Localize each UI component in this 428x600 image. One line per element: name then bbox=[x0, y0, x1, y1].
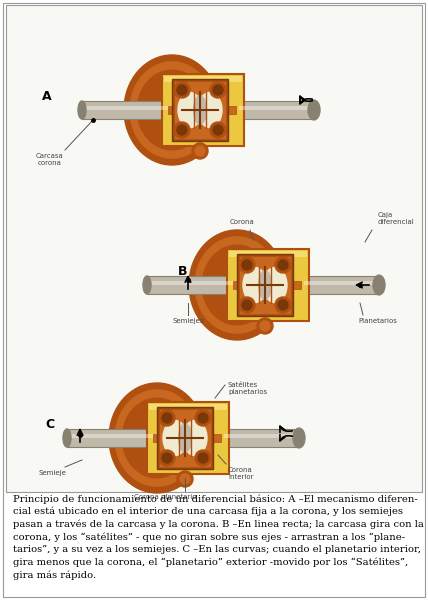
Circle shape bbox=[213, 85, 223, 95]
FancyBboxPatch shape bbox=[239, 101, 314, 119]
FancyBboxPatch shape bbox=[6, 5, 422, 492]
Ellipse shape bbox=[293, 428, 305, 448]
Circle shape bbox=[198, 453, 208, 463]
FancyBboxPatch shape bbox=[227, 249, 309, 321]
Circle shape bbox=[195, 146, 205, 156]
Ellipse shape bbox=[243, 268, 267, 302]
Ellipse shape bbox=[259, 271, 271, 299]
FancyBboxPatch shape bbox=[304, 280, 379, 285]
FancyBboxPatch shape bbox=[233, 281, 241, 289]
Circle shape bbox=[177, 471, 193, 487]
Circle shape bbox=[162, 413, 172, 423]
FancyBboxPatch shape bbox=[224, 429, 299, 447]
FancyBboxPatch shape bbox=[82, 101, 172, 119]
Circle shape bbox=[210, 82, 226, 98]
Ellipse shape bbox=[178, 92, 202, 128]
Ellipse shape bbox=[193, 95, 206, 124]
Ellipse shape bbox=[143, 276, 151, 294]
Ellipse shape bbox=[109, 383, 205, 493]
Circle shape bbox=[278, 260, 288, 270]
Ellipse shape bbox=[263, 268, 287, 302]
FancyBboxPatch shape bbox=[159, 409, 211, 467]
FancyBboxPatch shape bbox=[237, 254, 293, 316]
Circle shape bbox=[180, 474, 190, 484]
Circle shape bbox=[162, 453, 172, 463]
Circle shape bbox=[242, 300, 252, 310]
Circle shape bbox=[174, 82, 190, 98]
Ellipse shape bbox=[115, 390, 199, 486]
FancyBboxPatch shape bbox=[82, 106, 172, 110]
FancyBboxPatch shape bbox=[67, 429, 157, 447]
Circle shape bbox=[159, 410, 175, 426]
FancyBboxPatch shape bbox=[157, 407, 213, 469]
Circle shape bbox=[257, 318, 273, 334]
Circle shape bbox=[278, 300, 288, 310]
FancyBboxPatch shape bbox=[149, 404, 227, 410]
Circle shape bbox=[198, 413, 208, 423]
Circle shape bbox=[174, 122, 190, 138]
Circle shape bbox=[242, 260, 252, 270]
Ellipse shape bbox=[63, 429, 71, 447]
Ellipse shape bbox=[195, 237, 279, 333]
Ellipse shape bbox=[122, 398, 192, 478]
Text: Caja
diferencial: Caja diferencial bbox=[378, 212, 415, 225]
FancyBboxPatch shape bbox=[162, 74, 244, 146]
Ellipse shape bbox=[308, 100, 320, 120]
FancyBboxPatch shape bbox=[213, 434, 221, 442]
Ellipse shape bbox=[202, 245, 272, 325]
FancyBboxPatch shape bbox=[293, 281, 301, 289]
FancyBboxPatch shape bbox=[239, 106, 314, 110]
Circle shape bbox=[275, 297, 291, 313]
Circle shape bbox=[177, 85, 187, 95]
Text: Planetarios: Planetarios bbox=[358, 318, 397, 324]
Circle shape bbox=[195, 410, 211, 426]
Text: Carcasa
corona: Carcasa corona bbox=[36, 153, 64, 166]
FancyBboxPatch shape bbox=[304, 276, 379, 294]
FancyBboxPatch shape bbox=[147, 280, 237, 285]
FancyBboxPatch shape bbox=[224, 433, 299, 438]
Text: Corona
interior: Corona interior bbox=[228, 467, 253, 480]
Circle shape bbox=[177, 125, 187, 135]
FancyBboxPatch shape bbox=[229, 251, 307, 257]
Ellipse shape bbox=[198, 92, 222, 128]
FancyBboxPatch shape bbox=[147, 276, 237, 294]
FancyBboxPatch shape bbox=[67, 433, 157, 438]
Circle shape bbox=[159, 450, 175, 466]
Text: Principio de funcionamiento de un diferencial básico: A –El mecanismo diferen-
c: Principio de funcionamiento de un difere… bbox=[13, 494, 424, 580]
Ellipse shape bbox=[137, 70, 207, 150]
Circle shape bbox=[239, 297, 255, 313]
Ellipse shape bbox=[124, 55, 220, 165]
Ellipse shape bbox=[178, 424, 191, 452]
Circle shape bbox=[260, 321, 270, 331]
Text: Corona planetario: Corona planetario bbox=[134, 494, 196, 500]
Ellipse shape bbox=[189, 230, 285, 340]
Text: A: A bbox=[42, 90, 52, 103]
Text: B: B bbox=[178, 265, 187, 278]
Ellipse shape bbox=[163, 421, 187, 455]
Ellipse shape bbox=[373, 275, 385, 295]
FancyBboxPatch shape bbox=[153, 434, 161, 442]
Circle shape bbox=[210, 122, 226, 138]
Ellipse shape bbox=[130, 62, 214, 158]
FancyBboxPatch shape bbox=[164, 76, 242, 82]
Text: C: C bbox=[45, 418, 54, 431]
FancyBboxPatch shape bbox=[172, 79, 228, 141]
Circle shape bbox=[213, 125, 223, 135]
Circle shape bbox=[192, 143, 208, 159]
FancyBboxPatch shape bbox=[239, 256, 291, 314]
Text: Corona: Corona bbox=[230, 219, 254, 225]
Ellipse shape bbox=[183, 421, 207, 455]
Text: Semieje: Semieje bbox=[38, 470, 66, 476]
FancyBboxPatch shape bbox=[3, 3, 425, 597]
FancyBboxPatch shape bbox=[168, 106, 176, 114]
Text: Satélites
planetarios: Satélites planetarios bbox=[228, 382, 267, 395]
Text: Semiejes: Semiejes bbox=[172, 318, 204, 324]
Circle shape bbox=[195, 450, 211, 466]
Circle shape bbox=[275, 257, 291, 273]
FancyBboxPatch shape bbox=[228, 106, 236, 114]
Ellipse shape bbox=[78, 101, 86, 119]
FancyBboxPatch shape bbox=[174, 81, 226, 139]
Circle shape bbox=[239, 257, 255, 273]
FancyBboxPatch shape bbox=[147, 402, 229, 474]
